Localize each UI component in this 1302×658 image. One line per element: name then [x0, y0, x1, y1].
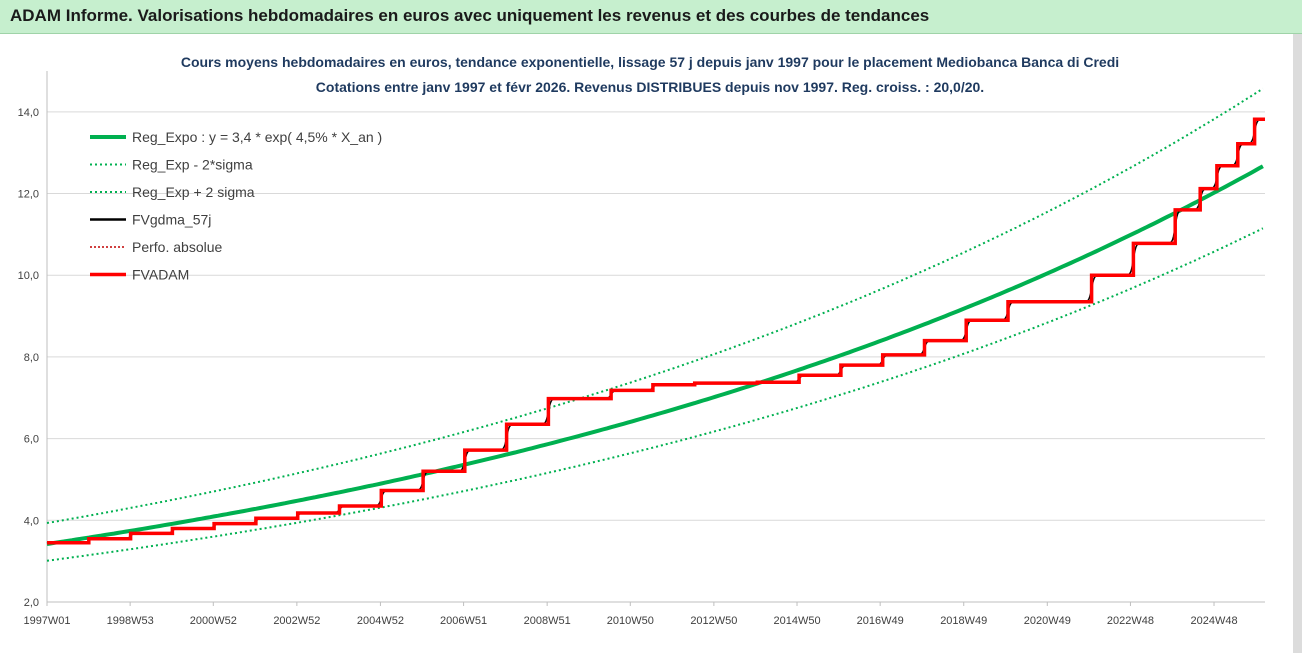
- x-tick-label: 2010W50: [607, 615, 654, 627]
- x-tick-label: 2016W49: [857, 615, 904, 627]
- legend-entry: FVADAM: [132, 267, 189, 283]
- y-axis-ticks: 2,0 4,0 6,0 8,0 10,0 12,0 14,0: [18, 107, 39, 609]
- y-tick-label: 4,0: [24, 515, 39, 527]
- gridlines: [46, 71, 1265, 603]
- series-fvadam: [46, 117, 1265, 545]
- legend-entry: Reg_Exp - 2*sigma: [132, 157, 253, 173]
- x-tick-label: 2002W52: [273, 615, 320, 627]
- x-tick-label: 2008W51: [524, 615, 571, 627]
- x-tick-label: 2022W48: [1107, 615, 1154, 627]
- x-tick-label: 2006W51: [440, 615, 487, 627]
- chart-area: Cours moyens hebdomadaires en euros, ten…: [0, 34, 1302, 653]
- report-title: ADAM Informe. Valorisations hebdomadaire…: [10, 6, 930, 25]
- y-tick-label: 6,0: [24, 434, 39, 446]
- chart-subtitle-2: Cotations entre janv 1997 et févr 2026. …: [316, 79, 984, 95]
- legend-entry: Perfo. absolue: [132, 239, 222, 255]
- y-tick-label: 8,0: [24, 352, 39, 364]
- series-fvgdma-57j: [47, 118, 1263, 544]
- y-tick-label: 12,0: [18, 189, 39, 201]
- series-reg-expo: [46, 164, 1264, 546]
- chart-subtitle-1: Cours moyens hebdomadaires en euros, ten…: [181, 54, 1119, 70]
- x-tick-label: 2014W50: [773, 615, 820, 627]
- y-tick-label: 10,0: [18, 270, 39, 282]
- x-tick-label: 2018W49: [940, 615, 987, 627]
- x-tick-label: 2024W48: [1190, 615, 1237, 627]
- x-tick-label: 1998W53: [107, 615, 154, 627]
- x-tick-label: 2020W49: [1024, 615, 1071, 627]
- legend-entry: FVgdma_57j: [132, 212, 211, 228]
- x-tick-label: 2000W52: [190, 615, 237, 627]
- x-axis-ticks: 1997W01 1998W53 2000W52 2002W52 2004W52 2006W…: [23, 602, 1238, 627]
- y-tick-label: 14,0: [18, 107, 39, 119]
- y-tick-label: 2,0: [24, 597, 39, 609]
- report-banner: ADAM Informe. Valorisations hebdomadaire…: [0, 0, 1302, 34]
- series-lines: [46, 87, 1265, 562]
- x-tick-label: 2004W52: [357, 615, 404, 627]
- legend: Reg_Expo : y = 3,4 * exp( 4,5% * X_an ) R…: [90, 129, 382, 283]
- series-reg-plus-2-sigma: [46, 87, 1264, 524]
- side-scrollbar: [1293, 34, 1302, 653]
- legend-entry: Reg_Exp + 2 sigma: [132, 184, 255, 200]
- x-tick-label: 2012W50: [690, 615, 737, 627]
- x-tick-label: 1997W01: [23, 615, 70, 627]
- line-chart: Cours moyens hebdomadaires en euros, ten…: [18, 54, 1265, 627]
- series-reg-minus-2-sigma: [46, 227, 1264, 562]
- legend-entry: Reg_Expo : y = 3,4 * exp( 4,5% * X_an ): [132, 129, 382, 145]
